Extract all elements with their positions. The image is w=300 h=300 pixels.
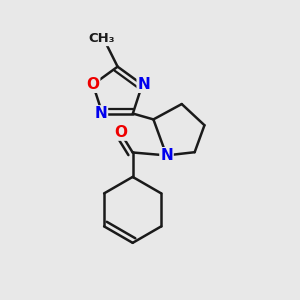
Text: CH₃: CH₃: [89, 32, 115, 46]
Text: N: N: [160, 148, 173, 163]
Text: O: O: [86, 77, 100, 92]
Text: O: O: [114, 125, 127, 140]
Text: N: N: [137, 77, 150, 92]
Text: N: N: [94, 106, 107, 121]
